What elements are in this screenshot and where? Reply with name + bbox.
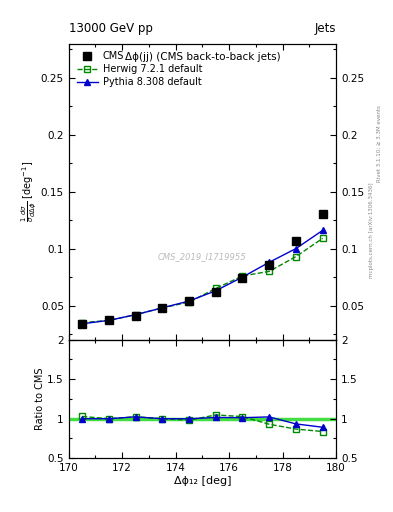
Text: mcplots.cern.ch [arXiv:1306.3436]: mcplots.cern.ch [arXiv:1306.3436] [369, 183, 374, 278]
Y-axis label: Ratio to CMS: Ratio to CMS [35, 368, 44, 430]
Text: Δϕ(jj) (CMS back-to-back jets): Δϕ(jj) (CMS back-to-back jets) [125, 52, 280, 62]
Text: Rivet 3.1.10; ≥ 3.3M events: Rivet 3.1.10; ≥ 3.3M events [377, 105, 382, 182]
X-axis label: Δϕ₁₂ [deg]: Δϕ₁₂ [deg] [174, 476, 231, 486]
Text: 13000 GeV pp: 13000 GeV pp [69, 22, 152, 35]
Text: Jets: Jets [314, 22, 336, 35]
Text: CMS_2019_I1719955: CMS_2019_I1719955 [158, 252, 247, 261]
Legend: CMS, Herwig 7.2.1 default, Pythia 8.308 default: CMS, Herwig 7.2.1 default, Pythia 8.308 … [73, 48, 205, 90]
Y-axis label: $\frac{1}{\sigma}\frac{d\sigma}{d\Delta\phi}$ [deg$^{-1}$]: $\frac{1}{\sigma}\frac{d\sigma}{d\Delta\… [19, 161, 38, 222]
